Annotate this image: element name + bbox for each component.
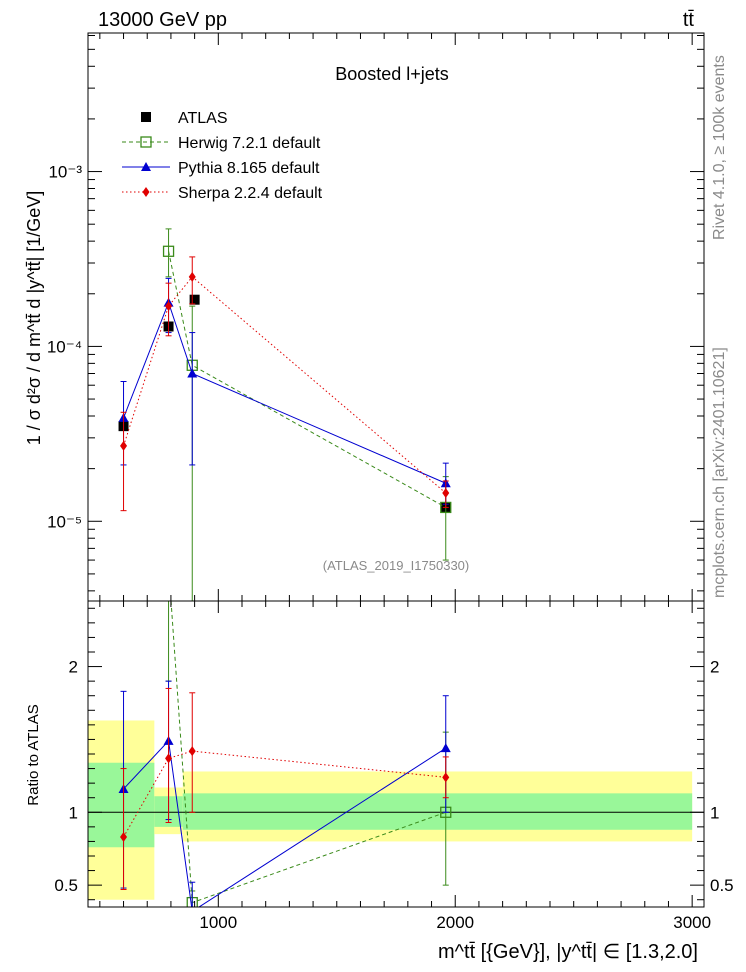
analysis-watermark: (ATLAS_2019_I1750330)	[323, 558, 469, 573]
herwig-ratio-line	[170, 601, 446, 904]
series-sherpa	[120, 256, 450, 512]
mcplots-label: mcplots.cern.ch [arXiv:2401.10621]	[711, 347, 728, 598]
sherpa-point	[120, 440, 128, 451]
pythia-ratio-point	[440, 743, 451, 753]
x-axis-label: m^tt̄ [{GeV}], |y^tt̄| ∈ [1.3,2.0]	[438, 941, 698, 963]
sherpa-line	[123, 276, 447, 494]
legend-marker-pythia	[141, 162, 151, 171]
atlas-point	[189, 294, 200, 305]
sherpa-ratio-point	[442, 772, 450, 783]
ratio-series-herwig	[164, 561, 452, 907]
y-tick-label: 10⁻³	[48, 163, 82, 182]
x-tick-label: 1000	[199, 913, 237, 932]
sherpa-ratio-point	[188, 746, 196, 757]
x-tick-label: 3000	[673, 913, 711, 932]
ratio-tick-label-right: 2	[710, 658, 719, 677]
ratio-y-axis-label: Ratio to ATLAS	[25, 704, 42, 805]
legend-marker-atlas	[141, 112, 151, 122]
sherpa-ratio-point	[120, 832, 128, 843]
herwig-ratio-point	[164, 561, 174, 571]
ratio-tick-label: 1	[69, 803, 78, 822]
pythia-point	[187, 368, 198, 378]
legend: ATLAS Herwig 7.2.1 default Pythia 8.165 de…	[122, 110, 323, 202]
ratio-series-sherpa	[120, 687, 450, 891]
ratio-band-inner	[88, 762, 155, 848]
herwig-line	[168, 251, 446, 508]
ratio-tick-label: 2	[69, 658, 78, 677]
y-axis-label: 1 / σ d²σ / d m^tt̄ d |y^tt̄| [1/GeV]	[24, 191, 44, 446]
legend-label-herwig: Herwig 7.2.1 default	[178, 135, 321, 152]
energy-label: 13000 GeV pp	[98, 9, 227, 31]
y-tick-label: 10⁻⁵	[47, 512, 82, 531]
x-tick-label: 2000	[436, 913, 474, 932]
sherpa-ratio-point	[165, 753, 173, 764]
sherpa-point	[188, 271, 196, 282]
y-tick-label: 10⁻⁴	[47, 337, 82, 356]
ratio-band-inner	[182, 793, 693, 830]
ratio-tick-label-right: 0.5	[710, 876, 734, 895]
pythia-line	[123, 301, 446, 484]
ratio-panel-frame	[87, 600, 705, 908]
sherpa-point	[165, 301, 173, 312]
pythia-ratio-point	[191, 906, 193, 907]
legend-marker-herwig	[140, 136, 152, 148]
ratio-tick-label-right: 1	[710, 803, 719, 822]
legend-label-pythia: Pythia 8.165 default	[178, 160, 320, 177]
legend-label-sherpa: Sherpa 2.2.4 default	[178, 185, 323, 202]
main-panel: 10⁻⁵ 10⁻⁴ 10⁻³ Boosted l+jets (ATLAS_2019_…	[24, 32, 705, 602]
sherpa-ratio-line	[123, 750, 446, 838]
chart-title: Boosted l+jets	[335, 64, 449, 84]
pythia-ratio-line	[123, 739, 447, 907]
rivet-label: Rivet 4.1.0, ≥ 100k events	[711, 55, 728, 240]
legend-label-atlas: ATLAS	[178, 110, 228, 127]
sherpa-point	[442, 488, 450, 499]
ratio-tick-label: 0.5	[54, 876, 78, 895]
process-label: tt̄	[683, 9, 695, 31]
ratio-panel: 1000 2000 3000 0.5 0.5 1 1 2 2 Ratio to ATLAS m^…	[25, 561, 734, 963]
herwig-point	[162, 245, 175, 257]
legend-marker-sherpa	[142, 187, 150, 197]
